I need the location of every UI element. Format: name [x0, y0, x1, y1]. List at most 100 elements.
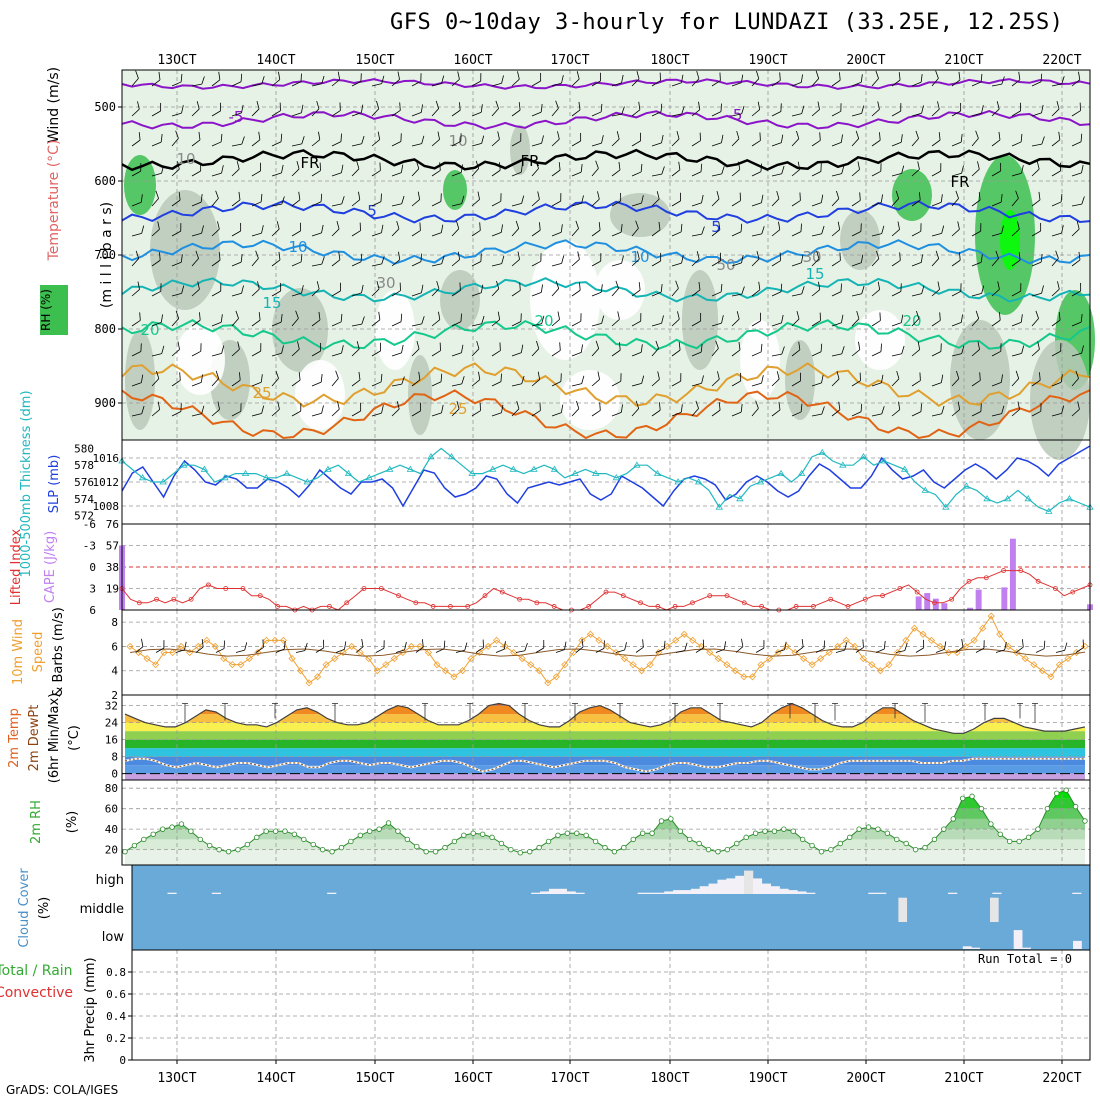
rh2m-axis-label-2: (%) [65, 811, 80, 834]
wind-barb-shaft [951, 141, 962, 147]
wind-barb-flag [781, 165, 785, 174]
wind-barb [471, 253, 482, 267]
wind-barb-shaft [331, 378, 339, 387]
wind-barb [531, 340, 540, 357]
wind-barb-shaft [255, 647, 264, 653]
rh-point [489, 834, 495, 841]
wind-barb-shaft [891, 141, 902, 147]
rh-point [583, 832, 589, 839]
wind-barb-flag [261, 76, 265, 85]
wind-barb [371, 311, 381, 327]
wind-barb-shaft [671, 380, 681, 387]
wind-barb-flag [756, 70, 760, 79]
wind-barb [431, 224, 444, 237]
wind-barb [511, 400, 520, 417]
wind-barb-shaft [871, 109, 880, 117]
wind-barb [131, 250, 140, 267]
wind-tick-label: 8 [111, 616, 118, 629]
wind-barb-flag [420, 253, 422, 262]
wind-barb [291, 161, 300, 177]
wind-barb-flag [301, 104, 304, 113]
wind-barb-shaft [911, 349, 920, 357]
wind-barb-shaft [955, 646, 964, 653]
wind-barb-flag [298, 372, 301, 381]
wind-barb [271, 71, 281, 87]
wind-speed-point [237, 661, 245, 669]
wind-barb-flag [900, 134, 903, 143]
wind-barb-flag [437, 131, 440, 140]
wind-barb-flag [776, 190, 780, 199]
wind-barb-flag [1041, 285, 1044, 294]
wind-barb-shaft [391, 290, 401, 297]
wind-barb-shaft [991, 139, 1001, 147]
wind-barb-flag [702, 639, 705, 648]
wind-barb [911, 403, 922, 417]
wind-barb-shaft [471, 111, 482, 117]
wind-barb [611, 74, 624, 87]
wind-barb [1011, 401, 1020, 417]
wind-barb [1051, 101, 1060, 117]
wind-barb-shaft [671, 288, 679, 297]
wind-barb [551, 162, 561, 177]
lifted-index-point [603, 589, 609, 595]
wind-barb [691, 132, 701, 147]
wind-barb-flag [537, 191, 540, 200]
wind-barb-shaft [1011, 353, 1022, 357]
rh-patch [124, 155, 156, 215]
wind-barb-shaft [651, 80, 661, 87]
wind-barb-shaft [971, 380, 981, 387]
footer-credit: GrADS: COLA/IGES [6, 1083, 119, 1097]
cloud-bar [699, 886, 709, 894]
thickness-point [591, 469, 600, 477]
wind-barb-shaft [751, 408, 759, 417]
wind-barb [631, 313, 642, 327]
wind-barb-flag [397, 71, 400, 80]
wind-barb [771, 165, 785, 177]
wind-barb-shaft [271, 203, 282, 207]
wind-barb [671, 280, 679, 297]
rh-point [762, 828, 768, 834]
wind-speed-point [322, 661, 330, 669]
wind-barb [791, 223, 802, 237]
wind-speed-point [484, 642, 492, 650]
wind-barb [691, 312, 702, 327]
wind-barb [1071, 196, 1085, 207]
wind-speed-point [919, 630, 927, 638]
wind-barb-shaft [191, 139, 201, 147]
wind-speed-point [535, 667, 543, 675]
wind-barb [451, 133, 462, 147]
wind-barb-flag [279, 102, 281, 111]
lifted-index-point [759, 604, 764, 609]
wind-barb-shaft [331, 259, 341, 267]
wind-barb-flag [1082, 639, 1084, 648]
wind-barb-shaft [931, 413, 942, 417]
wind-barb-shaft [571, 228, 579, 237]
wind-barb-shaft [191, 232, 202, 237]
wind-barb [1031, 310, 1039, 327]
lifted-index-point [223, 586, 229, 591]
wind-barb [1051, 162, 1061, 177]
wind-speed-point [1064, 655, 1072, 663]
rh-point [715, 848, 721, 855]
wind-barb [171, 73, 183, 87]
rh-point [432, 848, 439, 855]
wind-barb-flag [500, 193, 502, 202]
wind-barb-shaft [831, 291, 842, 297]
wind-barb [531, 104, 543, 117]
wind-barb [391, 344, 404, 357]
lifted-index-point [206, 582, 211, 588]
wind-barb-flag [541, 315, 545, 324]
wind-barb-flag [879, 132, 881, 141]
wind-barb [971, 341, 980, 357]
wind-barb-flag [419, 402, 421, 411]
wind-barb-flag [361, 638, 364, 647]
wind-barb [911, 254, 923, 267]
temp-axis-label-3: (6hr Min/Max) [47, 693, 62, 783]
pressure-tick-label: 500 [94, 100, 116, 114]
wind-barb-flag [241, 104, 244, 113]
wind-barb [971, 105, 984, 117]
wind-barb [811, 132, 821, 147]
wind-barb-flag [516, 400, 520, 409]
wind-barb-shaft [651, 142, 662, 147]
wind-barb [891, 401, 901, 417]
